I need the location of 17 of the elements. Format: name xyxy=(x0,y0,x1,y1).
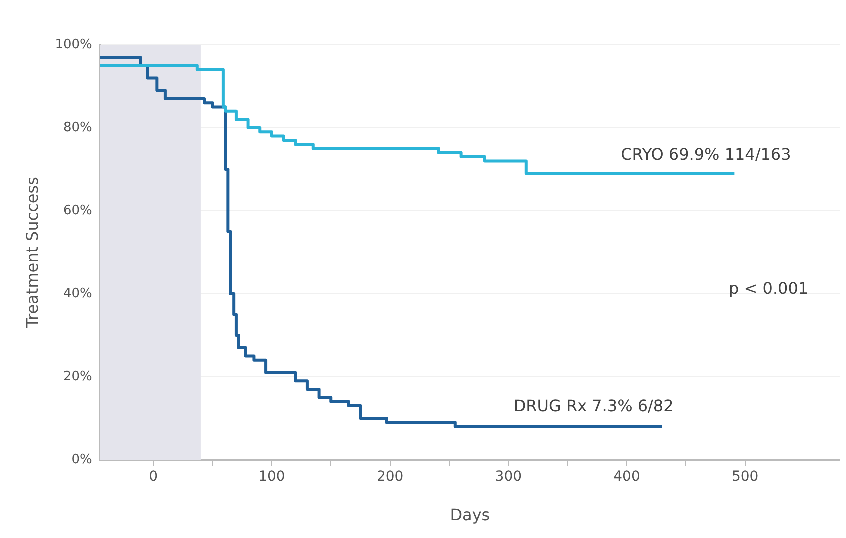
annotation: DRUG Rx 7.3% 6/82 xyxy=(514,396,674,416)
y-tick-label: 80% xyxy=(63,120,92,136)
annotation: p < 0.001 xyxy=(729,279,809,298)
y-tick-label: 60% xyxy=(63,203,92,218)
x-tick-label: 500 xyxy=(732,469,759,486)
y-tick-label: 0% xyxy=(72,452,92,468)
x-tick-label: 0 xyxy=(149,469,158,486)
y-axis-title: Treatment Success xyxy=(22,177,42,329)
x-tick-label: 100 xyxy=(258,469,286,486)
y-tick-label: 100% xyxy=(55,37,92,52)
y-tick-label: 20% xyxy=(63,369,92,384)
x-tick-label: 300 xyxy=(495,469,522,486)
annotation: CRYO 69.9% 114/163 xyxy=(621,144,792,164)
x-tick-label: 200 xyxy=(376,469,404,486)
x-axis-title: Days xyxy=(450,506,490,525)
y-tick-label: 40% xyxy=(63,286,92,302)
x-tick-label: 400 xyxy=(614,469,640,486)
